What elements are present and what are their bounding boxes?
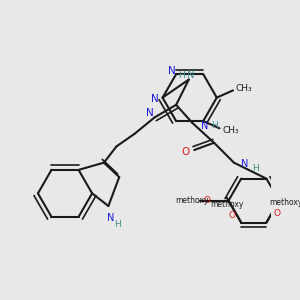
Text: O: O [274, 209, 281, 218]
Text: CH₃: CH₃ [222, 126, 238, 135]
Text: N: N [241, 160, 248, 170]
Text: H: H [178, 70, 185, 80]
Text: methoxy: methoxy [176, 196, 209, 205]
Text: H: H [252, 164, 259, 173]
Text: N: N [187, 70, 194, 80]
Text: N: N [146, 108, 154, 118]
Text: O: O [229, 211, 236, 220]
Text: methoxy: methoxy [210, 200, 243, 209]
Text: N: N [152, 94, 159, 104]
Text: O: O [203, 196, 210, 205]
Text: CH₃: CH₃ [236, 84, 252, 93]
Text: N: N [201, 121, 209, 130]
Text: N: N [168, 66, 176, 76]
Text: N: N [106, 213, 114, 223]
Text: O: O [181, 147, 189, 157]
Text: H: H [114, 220, 121, 229]
Text: methoxy: methoxy [270, 198, 300, 207]
Text: H: H [212, 121, 218, 130]
